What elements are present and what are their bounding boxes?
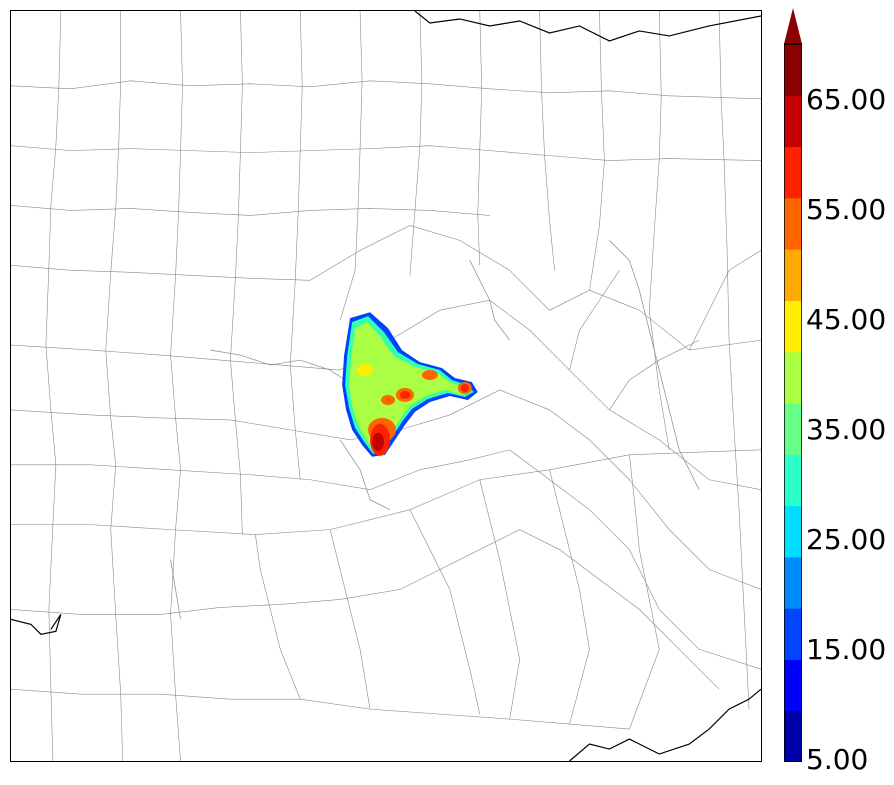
colorbar-bin	[784, 505, 802, 558]
colorbar-tick-label: 15.00	[806, 633, 887, 666]
county-boundaries	[11, 11, 761, 761]
colorbar-bin	[784, 197, 802, 250]
county-map	[11, 11, 761, 761]
colorbar-tick-label: 5.00	[806, 743, 869, 776]
colorbar-bin	[784, 249, 802, 301]
colorbar-bin	[784, 95, 802, 148]
precip-field	[342, 312, 478, 457]
river-lines	[170, 240, 700, 620]
colorbar-bin	[784, 556, 802, 609]
colorbar-border	[784, 43, 802, 762]
colorbar-bin	[784, 44, 802, 96]
colorbar-bin	[784, 659, 802, 712]
colorbar-bin	[784, 300, 802, 353]
colorbar-tick-label: 65.00	[806, 83, 887, 116]
colorbar-bin	[784, 710, 802, 762]
colorbar	[784, 8, 802, 762]
colorbar-tick-label: 45.00	[806, 303, 887, 336]
colorbar-bin	[784, 608, 802, 660]
colorbar-bin	[784, 403, 802, 455]
colorbar-bin	[784, 351, 802, 404]
colorbar-tick-label: 55.00	[806, 193, 887, 226]
colorbar-extend-arrow	[784, 8, 802, 44]
colorbar-bins	[784, 44, 802, 762]
colorbar-tick-label: 35.00	[806, 413, 887, 446]
colorbar-tick-label: 25.00	[806, 523, 887, 556]
map-panel	[10, 10, 762, 762]
colorbar-bin	[784, 454, 802, 507]
colorbar-bin	[784, 146, 802, 199]
coastline	[11, 11, 761, 761]
